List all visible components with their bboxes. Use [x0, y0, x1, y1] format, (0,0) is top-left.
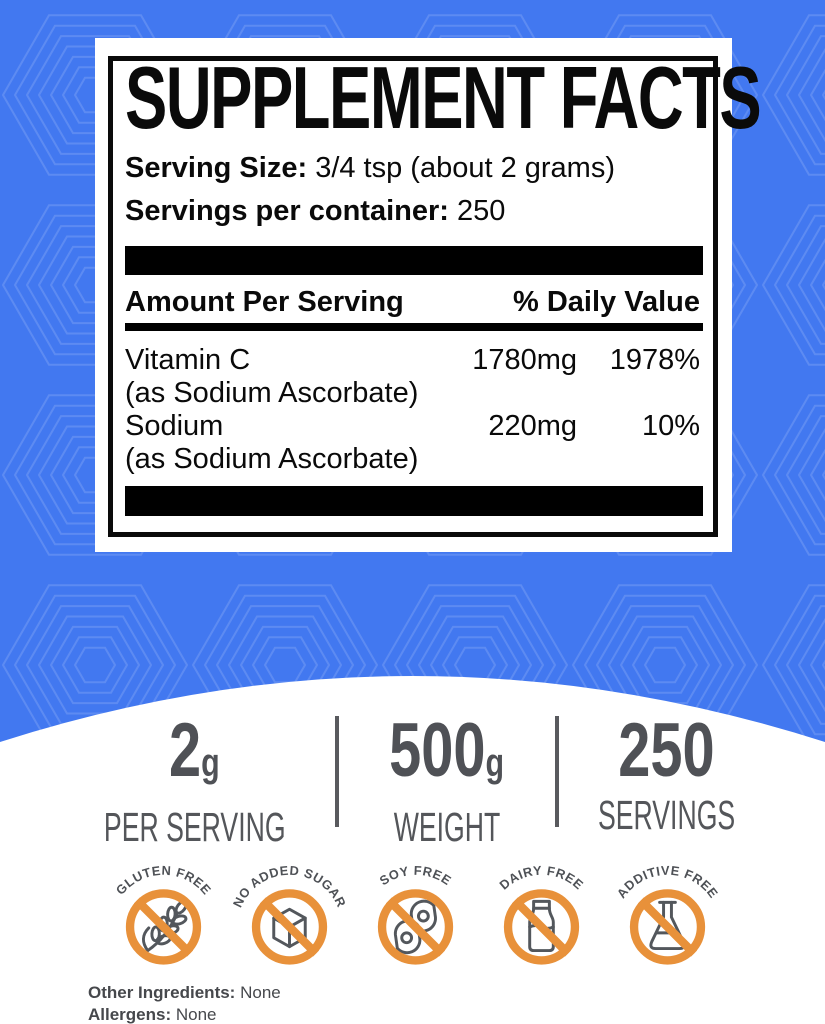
allergens-value: None	[175, 1005, 217, 1024]
badge-additive-free: ADDITIVE FREE	[614, 863, 721, 965]
stat-unit: g	[201, 741, 221, 785]
nutrient-source: (as Sodium Ascorbate)	[125, 443, 419, 475]
badges-row: GLUTEN FREE NO ADDED SUGAR	[102, 862, 729, 984]
badge-ring	[629, 889, 706, 965]
footer-notes: Other Ingredients: None Allergens: None	[88, 982, 281, 1024]
badge-no-added-sugar: NO ADDED SUGAR	[230, 863, 350, 965]
nutrient-name: Sodium	[125, 410, 224, 442]
badge-soy-free: SOY FREE	[377, 863, 455, 965]
badge-label: DAIRY FREE	[496, 863, 586, 893]
other-ingredients-value: None	[240, 983, 281, 1002]
badge-ring	[125, 889, 202, 965]
stat-weight: 500 g WEIGHT	[339, 712, 555, 849]
stat-value: 500 g	[389, 712, 504, 802]
badge-ring	[503, 889, 580, 965]
nutrient-dv: 10%	[641, 410, 700, 442]
badge-gluten-free: GLUTEN FREE	[113, 863, 214, 965]
servings-per-container-line: Servings per container: 250	[125, 195, 505, 228]
panel-title: SUPPLEMENT FACTS	[125, 48, 762, 147]
stat-divider	[554, 716, 559, 827]
daily-value-header: % Daily Value	[513, 286, 700, 318]
nutrient-amount: 1780mg	[472, 344, 577, 376]
badge-ring	[251, 889, 328, 965]
stat-label: SERVINGS	[598, 792, 736, 838]
svg-text:NO ADDED SUGAR: NO ADDED SUGAR	[230, 863, 350, 910]
table-row: Sodium 220mg 10%	[125, 410, 700, 443]
badge-ring	[377, 889, 454, 965]
divider-bar-top	[125, 246, 703, 275]
supplement-facts-panel: SUPPLEMENT FACTS Serving Size: 3/4 tsp (…	[95, 38, 762, 552]
no-slash	[259, 897, 320, 957]
badge-label: SOY FREE	[377, 863, 454, 889]
badge-dairy-free: DAIRY FREE	[496, 863, 586, 965]
nutrient-source: (as Sodium Ascorbate)	[125, 377, 419, 409]
table-row-detail: (as Sodium Ascorbate)	[125, 377, 700, 410]
header-rule	[125, 323, 703, 331]
other-ingredients-label: Other Ingredients:	[88, 983, 236, 1002]
stat-number: 500	[389, 708, 486, 793]
stat-unit: g	[485, 741, 505, 785]
table-row: Vitamin C 1780mg 1978%	[125, 344, 700, 377]
badge-label: NO ADDED SUGAR	[230, 863, 349, 910]
servings-value: 250	[457, 195, 506, 227]
serving-size-line: Serving Size: 3/4 tsp (about 2 grams)	[125, 152, 615, 185]
serving-size-value: 3/4 tsp (about 2 grams)	[315, 152, 616, 184]
stat-label: WEIGHT	[393, 804, 500, 850]
table-header-row: Amount Per Serving % Daily Value	[125, 286, 700, 319]
no-slash	[637, 897, 698, 957]
serving-size-label: Serving Size:	[125, 152, 308, 184]
stat-number: 2	[169, 708, 202, 793]
allergens-label: Allergens:	[88, 1005, 172, 1024]
nutrient-name: Vitamin C	[125, 344, 251, 376]
no-slash	[385, 897, 446, 957]
stat-servings: 250 SERVINGS	[559, 712, 775, 837]
panel-border	[108, 56, 718, 537]
nutrient-dv: 1978%	[609, 344, 700, 376]
no-slash	[133, 897, 194, 957]
servings-label: Servings per container:	[125, 195, 449, 227]
svg-text:SOY FREE: SOY FREE	[377, 863, 455, 889]
svg-text:DAIRY FREE: DAIRY FREE	[496, 863, 586, 893]
table-row-detail: (as Sodium Ascorbate)	[125, 443, 700, 476]
other-ingredients-line: Other Ingredients: None	[88, 982, 281, 1004]
no-slash	[511, 897, 572, 957]
stat-value: 250	[619, 712, 715, 790]
stat-label: PER SERVING	[103, 804, 286, 850]
nutrient-table: Vitamin C 1780mg 1978% (as Sodium Ascorb…	[125, 344, 700, 476]
allergens-line: Allergens: None	[88, 1004, 281, 1024]
amount-per-serving-header: Amount Per Serving	[125, 286, 404, 318]
divider-bar-bottom	[125, 486, 703, 516]
stat-number: 250	[618, 708, 716, 793]
nutrient-amount: 220mg	[488, 410, 577, 442]
stat-divider	[334, 716, 339, 827]
